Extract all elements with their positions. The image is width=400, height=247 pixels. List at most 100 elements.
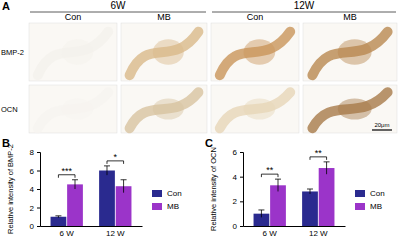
y-tick: 4 <box>30 185 40 194</box>
y-tick-mark <box>37 226 40 227</box>
bar <box>302 191 318 226</box>
error-bar-stem <box>123 180 124 193</box>
tissue <box>220 32 290 75</box>
tissue <box>220 92 290 128</box>
significance-label: ** <box>315 148 323 158</box>
x-axis-line <box>244 226 346 227</box>
column-label: MB <box>157 12 171 22</box>
error-bar-cap <box>258 209 264 210</box>
y-axis-title: Relative intensity of OCN <box>209 147 218 231</box>
tissue <box>338 39 372 65</box>
y-tick-label: 4 <box>30 185 35 194</box>
y-axis-title: Relative intensity of BMP-2 <box>6 144 15 234</box>
column-label: Con <box>65 12 82 22</box>
y-tick-mark <box>240 152 243 153</box>
error-bar-cap <box>275 179 281 180</box>
error-bar <box>121 180 127 193</box>
scale-bar <box>372 129 392 130</box>
y-tick-mark <box>37 152 40 153</box>
y-tick-label: 2 <box>233 197 238 206</box>
plot-area <box>51 166 132 226</box>
x-tick: 12 W <box>106 226 125 238</box>
y-tick-label: 0 <box>233 222 238 231</box>
chart: C****02466 W12 WRelative intensity of OC… <box>205 137 385 238</box>
group-label: 12W <box>294 0 315 11</box>
bar <box>67 184 83 226</box>
tissue <box>130 92 199 128</box>
x-tick: 6 W <box>60 226 75 238</box>
error-bar-cap <box>104 165 110 166</box>
error-bar-cap <box>55 215 61 216</box>
bar <box>319 168 335 226</box>
legend-label: Con <box>167 189 182 198</box>
tissue <box>62 98 94 119</box>
error-bar <box>275 179 281 191</box>
error-bar <box>307 189 313 194</box>
y-tick-mark <box>240 226 243 227</box>
scale-bar-label: 20μm <box>374 122 389 128</box>
y-tick: 8 <box>30 148 40 157</box>
tissue <box>130 32 199 75</box>
y-tick-label: 0 <box>30 222 35 231</box>
y-axis: 0 2 4 6 8 <box>30 148 41 231</box>
error-bar <box>104 166 110 175</box>
tissue <box>38 32 108 75</box>
micrograph <box>29 85 117 133</box>
legend-swatch <box>152 190 162 197</box>
y-tick-label: 6 <box>30 167 35 176</box>
y-tick-label: 2 <box>30 204 35 213</box>
error-bar <box>258 210 264 217</box>
row-label: BMP-2 <box>1 48 24 57</box>
plot-area <box>254 162 335 226</box>
y-tick: 0 <box>233 222 243 231</box>
group-rule <box>30 12 206 13</box>
x-tick: 6 W <box>263 226 278 238</box>
tissue <box>153 98 184 119</box>
y-axis: 0246 <box>233 148 244 231</box>
tissue <box>244 39 276 65</box>
tissue <box>312 32 387 75</box>
micrograph <box>303 23 397 81</box>
panel-a: A6W12WConMBConMBBMP-2OCN20μm <box>1 0 397 133</box>
y-tick: 6 <box>233 148 243 157</box>
error-bar-stem <box>106 166 107 175</box>
significance-label: ** <box>266 165 274 175</box>
legend-label: MB <box>167 202 179 211</box>
y-tick-mark <box>240 201 243 202</box>
micrograph <box>29 23 117 81</box>
error-bar-stem <box>326 162 327 174</box>
error-bar-cap <box>72 179 78 180</box>
legend-swatch <box>152 203 162 210</box>
error-bar-cap <box>324 161 330 162</box>
x-tick-label: 12 W <box>106 229 125 238</box>
y-axis-line <box>240 153 244 227</box>
y-tick-mark <box>240 177 243 178</box>
error-bar-stem <box>75 180 76 189</box>
y-tick: 2 <box>30 204 40 213</box>
row-label: OCN <box>1 105 18 114</box>
error-bar <box>55 216 61 218</box>
significance-label: *** <box>61 166 72 176</box>
x-tick-label: 6 W <box>263 229 278 238</box>
y-tick-mark <box>37 208 40 209</box>
y-tick-label: 8 <box>30 148 35 157</box>
tissue <box>338 98 372 119</box>
group-label: 6W <box>111 0 127 11</box>
legend-label: Con <box>370 189 385 198</box>
column-label: MB <box>343 12 357 22</box>
bar <box>51 217 67 226</box>
y-tick: 0 <box>30 222 40 231</box>
x-tick: 12 W <box>309 226 328 238</box>
y-tick-mark <box>37 171 40 172</box>
group-rule <box>212 12 396 13</box>
tissue <box>38 92 108 128</box>
error-bar <box>324 162 330 174</box>
micrograph <box>121 85 207 133</box>
tissue <box>244 98 276 119</box>
y-axis-line <box>37 153 41 227</box>
error-bar-cap <box>121 179 127 180</box>
y-tick-label: 6 <box>233 148 238 157</box>
x-axis: 6 W 12 W <box>244 226 346 238</box>
x-tick-label: 12 W <box>309 229 328 238</box>
legend: ConMB <box>355 189 385 211</box>
